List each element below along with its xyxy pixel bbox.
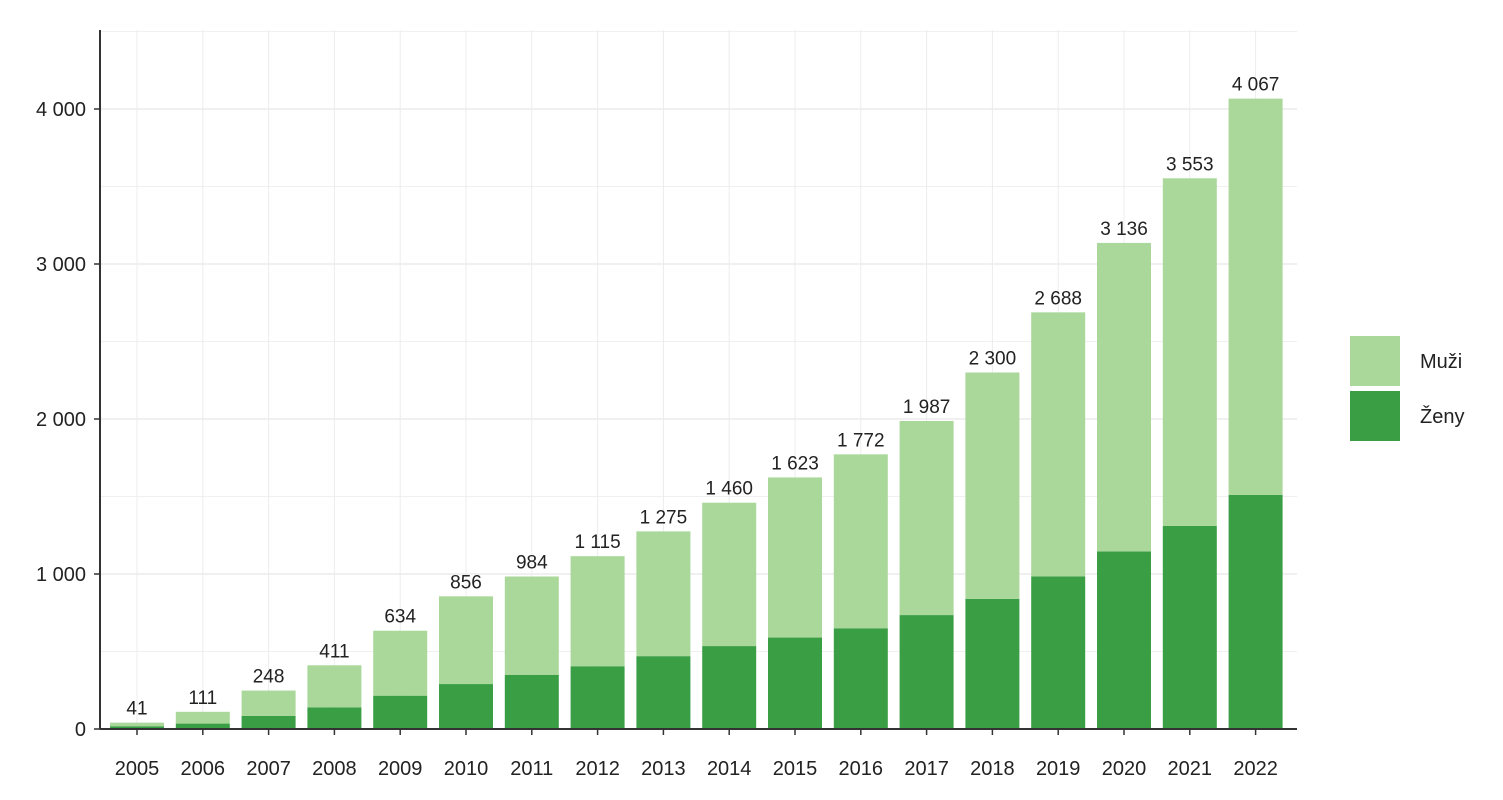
x-tick-label: 2009 [378,758,423,780]
bar-segment-zeny [110,726,164,729]
bar-segment-muzi [899,421,954,616]
y-tick-label: 0 [75,719,86,741]
bar-segment-muzi [1097,242,1151,552]
bar-segment-muzi [636,531,691,657]
x-tick-label: 2011 [510,758,553,780]
data-label: 41 [126,699,147,720]
x-tick-label: 2017 [904,758,949,780]
bar-segment-zeny [307,707,362,729]
legend-label: Muži [1420,351,1462,373]
data-label: 1 623 [771,453,819,474]
data-label: 3 136 [1100,219,1148,240]
data-label: 411 [319,641,349,662]
legend-label: Ženy [1420,405,1464,428]
x-tick-label: 2018 [970,758,1015,780]
bar-segment-muzi [702,502,757,647]
bar-segment-zeny [570,666,625,729]
x-tick-label: 2007 [246,758,291,780]
bar-segment-muzi [175,711,230,724]
x-tick-label: 2013 [641,758,686,780]
bar-segment-muzi [965,372,1020,599]
data-label: 1 275 [640,507,688,528]
data-label: 856 [450,572,482,593]
y-tick-label: 1 000 [36,564,86,586]
data-label: 2 300 [969,349,1017,370]
x-tick-label: 2014 [707,758,752,780]
data-label: 3 553 [1166,154,1214,175]
bar-segment-zeny [768,637,822,729]
bar-segment-zeny [1031,576,1086,729]
x-tick-label: 2006 [181,758,226,780]
y-tick-label: 4 000 [36,99,86,121]
y-tick-label: 3 000 [36,254,86,276]
bar-segment-zeny [241,715,296,729]
x-tick-label: 2016 [839,758,884,780]
legend-key-muzi [1350,336,1400,386]
data-label: 634 [384,607,416,628]
x-tick-label: 2010 [444,758,489,780]
bar-segment-muzi [1228,98,1283,495]
data-label: 1 460 [705,479,753,500]
bar-segment-muzi [504,576,559,675]
data-label: 1 772 [837,430,885,451]
bar-segment-muzi [1031,312,1086,577]
bar-segment-muzi [570,556,625,667]
data-label: 2 688 [1034,288,1082,309]
data-label: 111 [188,688,217,709]
x-tick-label: 2022 [1233,758,1278,780]
bar-segment-muzi [833,454,888,629]
bar-segment-zeny [702,646,757,729]
bar-segment-zeny [1228,494,1283,729]
x-tick-label: 2021 [1168,758,1213,780]
bar-segment-muzi [110,722,164,727]
bar-segment-zeny [504,674,559,729]
bar-segment-muzi [307,665,362,708]
x-tick-label: 2015 [773,758,818,780]
bar-segment-zeny [1097,551,1151,729]
legend-key-zeny [1350,391,1400,441]
data-label: 248 [253,667,285,688]
bar-segment-zeny [899,615,954,729]
x-tick-label: 2020 [1102,758,1147,780]
bar-segment-zeny [439,684,493,729]
bar-segment-zeny [833,628,888,729]
bar-segment-zeny [636,656,691,729]
bar-segment-muzi [768,477,822,638]
data-label: 984 [516,552,548,573]
bar-segment-zeny [1162,525,1217,729]
x-tick-label: 2012 [575,758,620,780]
y-tick-label: 2 000 [36,409,86,431]
bar-segment-zeny [373,695,428,729]
bar-segment-zeny [175,723,230,729]
bar-segment-muzi [373,630,428,696]
x-tick-label: 2005 [115,758,160,780]
bar-segment-zeny [965,598,1020,729]
x-tick-label: 2008 [312,758,357,780]
bar-segment-muzi [241,690,296,716]
data-label: 4 067 [1232,75,1280,96]
bar-segment-muzi [1162,178,1217,526]
data-label: 1 987 [903,397,951,418]
x-tick-label: 2019 [1036,758,1081,780]
data-label: 1 115 [575,532,621,553]
bar-segment-muzi [439,596,493,685]
